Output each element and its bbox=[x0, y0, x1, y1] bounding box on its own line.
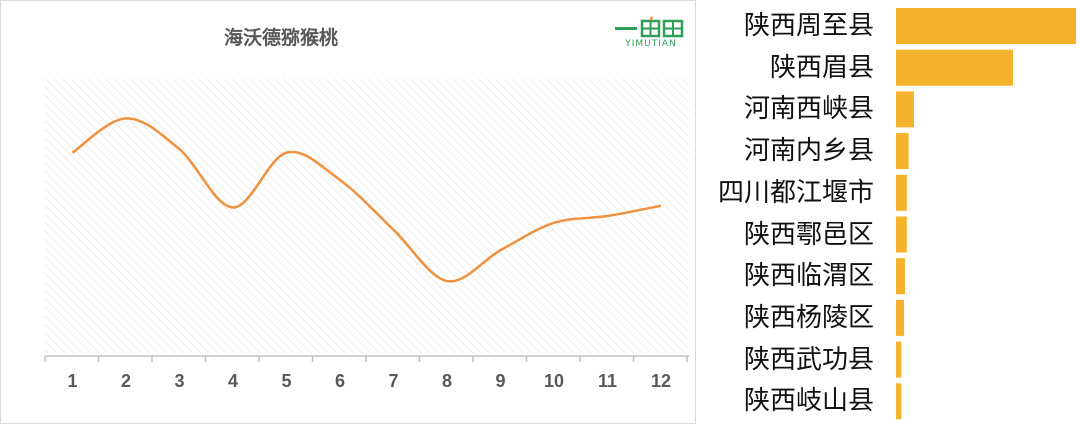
x-tick-label: 11 bbox=[598, 371, 617, 391]
bar-chart bbox=[896, 8, 1076, 420]
bar-9 bbox=[896, 341, 902, 378]
bar-category-label: 四川都江堰市 bbox=[717, 177, 874, 208]
bar-7 bbox=[896, 258, 905, 295]
x-tick-label: 9 bbox=[495, 371, 505, 391]
bar-6 bbox=[896, 216, 907, 253]
bar-category-label: 陕西临渭区 bbox=[743, 261, 874, 292]
bar-4 bbox=[896, 133, 909, 170]
x-tick-label: 12 bbox=[651, 371, 671, 391]
bar-1 bbox=[896, 8, 1076, 44]
bar-8 bbox=[896, 299, 905, 336]
bar-2 bbox=[896, 49, 1013, 86]
x-tick-label: 6 bbox=[335, 371, 345, 391]
bar-category-label: 河南西峡县 bbox=[743, 94, 874, 125]
chart-title: 海沃德猕猴桃 bbox=[223, 27, 338, 49]
bar-category-label: 陕西眉县 bbox=[769, 52, 874, 83]
line-chart: 1 2 3 4 5 6 7 8 9 10 11 12 bbox=[44, 79, 689, 391]
bar-category-label: 陕西岐山县 bbox=[743, 386, 874, 417]
line-chart-panel: 1 2 3 4 5 6 7 8 9 10 11 12 海沃德猕猴桃 YIMUTIAN bbox=[0, 0, 696, 424]
x-tick-label: 7 bbox=[388, 371, 398, 391]
bar-category-label: 陕西杨陵区 bbox=[743, 302, 874, 333]
series-line bbox=[71, 117, 662, 283]
bar-10 bbox=[896, 383, 902, 420]
x-tick-label: 8 bbox=[442, 371, 452, 391]
x-tick-label: 10 bbox=[544, 371, 564, 391]
bar-chart-panel: 陕西周至县陕西眉县河南西峡县河南内乡县四川都江堰市陕西鄠邑区陕西临渭区陕西杨陵区… bbox=[700, 0, 1080, 426]
x-tick-label: 5 bbox=[281, 371, 291, 391]
x-tick-label: 4 bbox=[228, 371, 238, 391]
bar-3 bbox=[896, 91, 914, 128]
bar-category-label: 河南内乡县 bbox=[743, 136, 874, 167]
bar-category-label: 陕西武功县 bbox=[743, 344, 874, 375]
bar-category-label: 陕西鄠邑区 bbox=[743, 219, 874, 250]
field-sprout-logo-icon bbox=[615, 16, 684, 38]
x-tick-label: 1 bbox=[67, 371, 77, 391]
plot-area-hatch bbox=[45, 79, 689, 353]
logo-wordmark: YIMUTIAN bbox=[625, 39, 677, 49]
x-tick-label: 2 bbox=[121, 371, 131, 391]
bar-category-label: 陕西周至县 bbox=[743, 11, 874, 41]
yimutian-logo: YIMUTIAN bbox=[609, 15, 693, 59]
bar-5 bbox=[896, 174, 907, 211]
x-tick-label: 3 bbox=[174, 371, 184, 391]
